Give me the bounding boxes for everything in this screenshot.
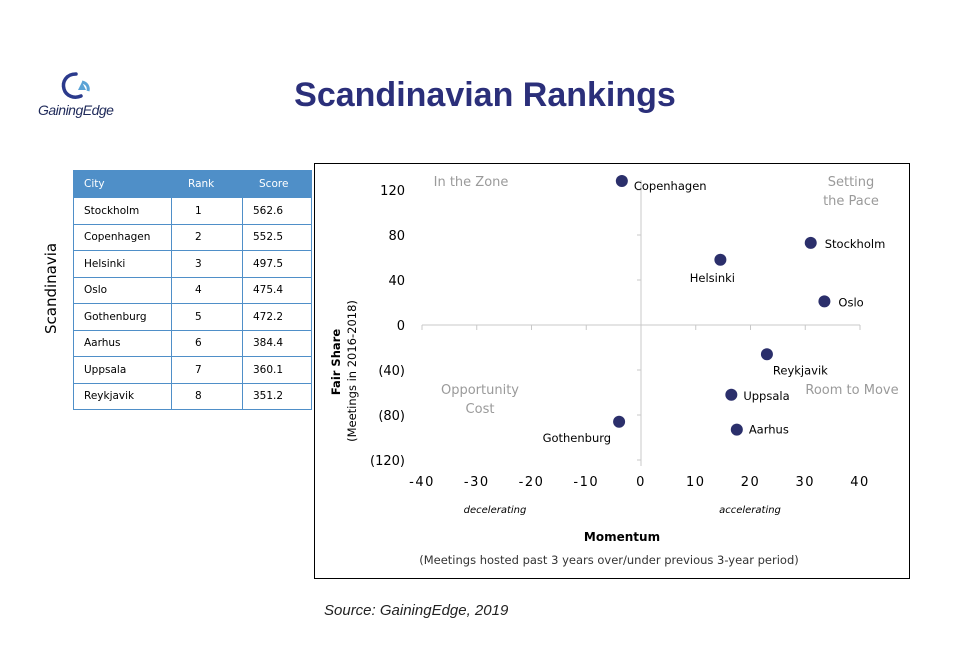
table-row: Helsinki 3 497.5: [73, 250, 312, 278]
x-axis-title: Momentum: [584, 530, 660, 544]
quadrant-label-opportunity-cost: Cost: [466, 402, 495, 417]
table-row: Stockholm 1 562.6: [73, 197, 312, 225]
table-row: Uppsala 7 360.1: [73, 356, 312, 384]
rankings-table: City Rank Score Stockholm 1 562.6 Copenhage…: [73, 170, 312, 410]
table-header-row: City Rank Score: [73, 170, 312, 198]
source-note: Source: GainingEdge, 2019: [324, 602, 509, 619]
data-label-oslo: Oslo: [838, 295, 863, 309]
cell-city: Helsinki: [73, 250, 172, 278]
chart-canvas: -40 -30 -20 -10 0 10 20 30 40 120 80 40 0 (40) (80) (12…: [329, 175, 899, 567]
cell-rank: 5: [171, 303, 243, 331]
y-tick-label: 40: [388, 274, 405, 289]
quadrant-label-setting-the-pace: the Pace: [823, 194, 879, 209]
scatter-chart: -40 -30 -20 -10 0 10 20 30 40 120 80 40 0 (40) (80) (12…: [314, 163, 910, 579]
data-label-stockholm: Stockholm: [825, 237, 886, 251]
cell-city: Reykjavik: [73, 382, 172, 410]
data-point-gothenburg: [613, 415, 626, 428]
data-point-aarhus: [730, 423, 743, 436]
column-header-city: City: [73, 170, 172, 198]
data-label-gothenburg: Gothenburg: [543, 431, 612, 445]
cell-city: Stockholm: [73, 197, 172, 225]
x-tick-label: -40: [409, 475, 435, 490]
x-tick-label: 30: [795, 475, 815, 490]
table-row: Aarhus 6 384.4: [73, 329, 312, 357]
y-tick-label: (120): [370, 454, 405, 469]
cell-score: 360.1: [242, 356, 312, 384]
logo-swirl-icon: [61, 72, 90, 99]
cell-rank: 3: [171, 250, 243, 278]
table-row: Copenhagen 2 552.5: [73, 223, 312, 251]
data-point-oslo: [818, 295, 831, 308]
y-axis-note: (Meetings in 2016-2018): [345, 300, 359, 442]
x-tick-label: 10: [686, 475, 706, 490]
gainingedge-logo: GainingEdge: [36, 70, 126, 122]
y-tick-label: (40): [378, 364, 405, 379]
page-title: Scandinavian Rankings: [294, 76, 676, 114]
x-tick-label: 0: [636, 475, 646, 490]
region-label: Scandinavia: [42, 242, 60, 334]
cell-rank: 2: [171, 223, 243, 251]
data-label-helsinki: Helsinki: [690, 271, 735, 285]
data-point-helsinki: [714, 253, 727, 266]
data-point-copenhagen: [615, 175, 628, 187]
cell-score: 562.6: [242, 197, 312, 225]
column-header-score: Score: [242, 170, 312, 198]
cell-score: 475.4: [242, 276, 312, 304]
cell-rank: 1: [171, 197, 243, 225]
table-row: Oslo 4 475.4: [73, 276, 312, 304]
x-tick-label: -20: [519, 475, 545, 490]
cell-score: 351.2: [242, 382, 312, 410]
data-label-uppsala: Uppsala: [743, 389, 789, 403]
x-annotation-accelerating: accelerating: [719, 505, 781, 516]
x-axis-note: (Meetings hosted past 3 years over/under…: [419, 553, 799, 567]
data-label-copenhagen: Copenhagen: [634, 179, 707, 193]
data-label-aarhus: Aarhus: [749, 423, 789, 437]
x-annotation-decelerating: decelerating: [464, 505, 527, 516]
x-tick-label: 20: [741, 475, 761, 490]
table-row: Reykjavik 8 351.2: [73, 382, 312, 410]
column-header-rank: Rank: [171, 170, 243, 198]
quadrant-label-room-to-move: Room to Move: [805, 383, 898, 398]
cell-score: 497.5: [242, 250, 312, 278]
cell-city: Gothenburg: [73, 303, 172, 331]
cell-score: 472.2: [242, 303, 312, 331]
cell-rank: 7: [171, 356, 243, 384]
data-point-uppsala: [725, 388, 738, 401]
cell-score: 552.5: [242, 223, 312, 251]
cell-city: Uppsala: [73, 356, 172, 384]
y-tick-label: 120: [380, 184, 405, 199]
cell-rank: 4: [171, 276, 243, 304]
x-tick-label: 40: [850, 475, 870, 490]
quadrant-label-opportunity-cost: Opportunity: [441, 383, 519, 398]
quadrant-label-setting-the-pace: Setting: [828, 175, 875, 190]
data-label-reykjavik: Reykjavik: [773, 363, 828, 377]
x-tick-label: -30: [464, 475, 490, 490]
y-tick-label: 80: [388, 229, 405, 244]
cell-city: Oslo: [73, 276, 172, 304]
cell-city: Aarhus: [73, 329, 172, 357]
logo-text: GainingEdge: [38, 102, 114, 118]
data-point-stockholm: [804, 236, 817, 249]
x-tick-label: -10: [573, 475, 599, 490]
table-row: Gothenburg 5 472.2: [73, 303, 312, 331]
y-tick-label: 0: [397, 319, 405, 334]
cell-rank: 8: [171, 382, 243, 410]
data-point-reykjavik: [760, 348, 773, 361]
cell-city: Copenhagen: [73, 223, 172, 251]
cell-score: 384.4: [242, 329, 312, 357]
cell-rank: 6: [171, 329, 243, 357]
y-tick-label: (80): [378, 409, 405, 424]
y-axis-title: Fair Share: [329, 329, 343, 395]
quadrant-label-in-the-zone: In the Zone: [434, 175, 509, 190]
